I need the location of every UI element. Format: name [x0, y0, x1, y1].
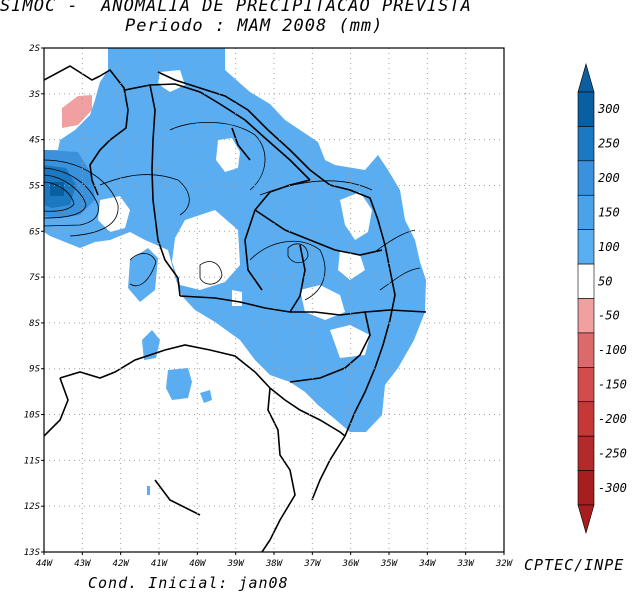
legend-swatch [577, 160, 595, 196]
legend-swatch [577, 263, 595, 299]
legend-label: 50 [598, 274, 612, 288]
lat-tick-label: 6S [29, 227, 40, 237]
neutral-hole [98, 196, 130, 232]
neutral-hole [216, 138, 240, 172]
latitude-labels: 2S 3S 4S 5S 6S 7S 8S 9S 10S 11S 12S 13S [24, 44, 44, 558]
lon-tick-label: 35W [380, 559, 399, 569]
legend-label: -250 [598, 446, 627, 460]
lat-tick-label: 3S [28, 90, 40, 100]
positive-anomaly-region [200, 390, 212, 403]
legend-label: -50 [598, 309, 620, 323]
lat-tick-label: 12S [24, 502, 41, 512]
anomaly-fill-layer [44, 48, 427, 552]
legend-label: -100 [598, 343, 627, 357]
positive-anomaly-region [166, 368, 192, 400]
lon-tick-label: 41W [151, 559, 169, 569]
lon-tick-label: 37W [303, 559, 322, 569]
legend-label: 250 [598, 137, 620, 151]
legend-label: 100 [598, 240, 620, 254]
lon-tick-label: 36W [342, 559, 361, 569]
lon-tick-label: 33W [457, 559, 476, 569]
map-title: SIMOC - ANOMALIA DE PRECIPITACAO PREVIST… [0, 0, 472, 16]
lat-tick-label: 5S [29, 181, 40, 191]
legend-swatch [577, 367, 595, 403]
neutral-hole [232, 290, 242, 306]
neutral-hole [172, 210, 240, 290]
lat-tick-label: 13S [24, 548, 41, 558]
lat-tick-label: 2S [29, 44, 40, 54]
lon-tick-label: 38W [265, 559, 284, 569]
credit-label: CPTEC/INPE [524, 556, 625, 574]
initial-condition-label: Cond. Inicial: jan08 [88, 574, 289, 592]
lon-tick-label: 32W [495, 559, 514, 569]
legend-swatch [577, 332, 595, 368]
legend-top-arrow [577, 62, 595, 93]
lat-lon-grid [44, 48, 504, 552]
lon-tick-label: 44W [36, 559, 54, 569]
lon-tick-label: 40W [189, 559, 207, 569]
coastline [157, 71, 396, 501]
legend-swatch [577, 229, 595, 265]
legend-swatch [577, 435, 595, 471]
legend-swatch [577, 401, 595, 437]
lat-tick-label: 9S [29, 365, 40, 375]
map-subtitle: Periodo : MAM 2008 (mm) [125, 16, 384, 36]
neutral-hole [338, 250, 365, 280]
legend-swatch [577, 126, 595, 162]
legend-swatch [577, 91, 595, 127]
legend-label: -200 [598, 412, 627, 426]
negative-anomaly-region [62, 95, 92, 128]
lat-tick-label: 10S [24, 411, 41, 421]
lon-tick-label: 34W [418, 559, 437, 569]
strong-positive-region [50, 182, 64, 196]
legend-label: -300 [598, 481, 627, 495]
legend-swatch [577, 298, 595, 334]
positive-anomaly-region [128, 248, 158, 302]
legend-label: 300 [597, 102, 620, 116]
neutral-hole [330, 325, 370, 358]
lat-tick-label: 8S [29, 319, 40, 329]
lat-tick-label: 7S [29, 273, 40, 283]
state-borders [44, 65, 427, 552]
lat-tick-label: 4S [29, 136, 40, 146]
positive-anomaly-region [147, 486, 150, 495]
legend-swatch [577, 470, 595, 506]
contour-lines [44, 121, 421, 301]
lon-tick-label: 43W [74, 559, 92, 569]
neutral-hole [340, 192, 372, 240]
color-legend: 300 250 200 150 100 50 -50 -100 -150 -200 -250 -300 [577, 62, 627, 535]
legend-label: -150 [598, 378, 627, 392]
legend-label: 200 [598, 171, 620, 185]
legend-label: 150 [598, 205, 620, 219]
longitude-labels: 44W 43W 42W 41W 40W 39W 38W 37W 36W 35W 34W 33W 32W [36, 552, 514, 569]
lat-tick-label: 11S [24, 456, 41, 466]
lon-tick-label: 39W [227, 559, 246, 569]
legend-swatch [577, 194, 595, 230]
lon-tick-label: 42W [113, 559, 131, 569]
legend-bottom-arrow [577, 504, 595, 535]
